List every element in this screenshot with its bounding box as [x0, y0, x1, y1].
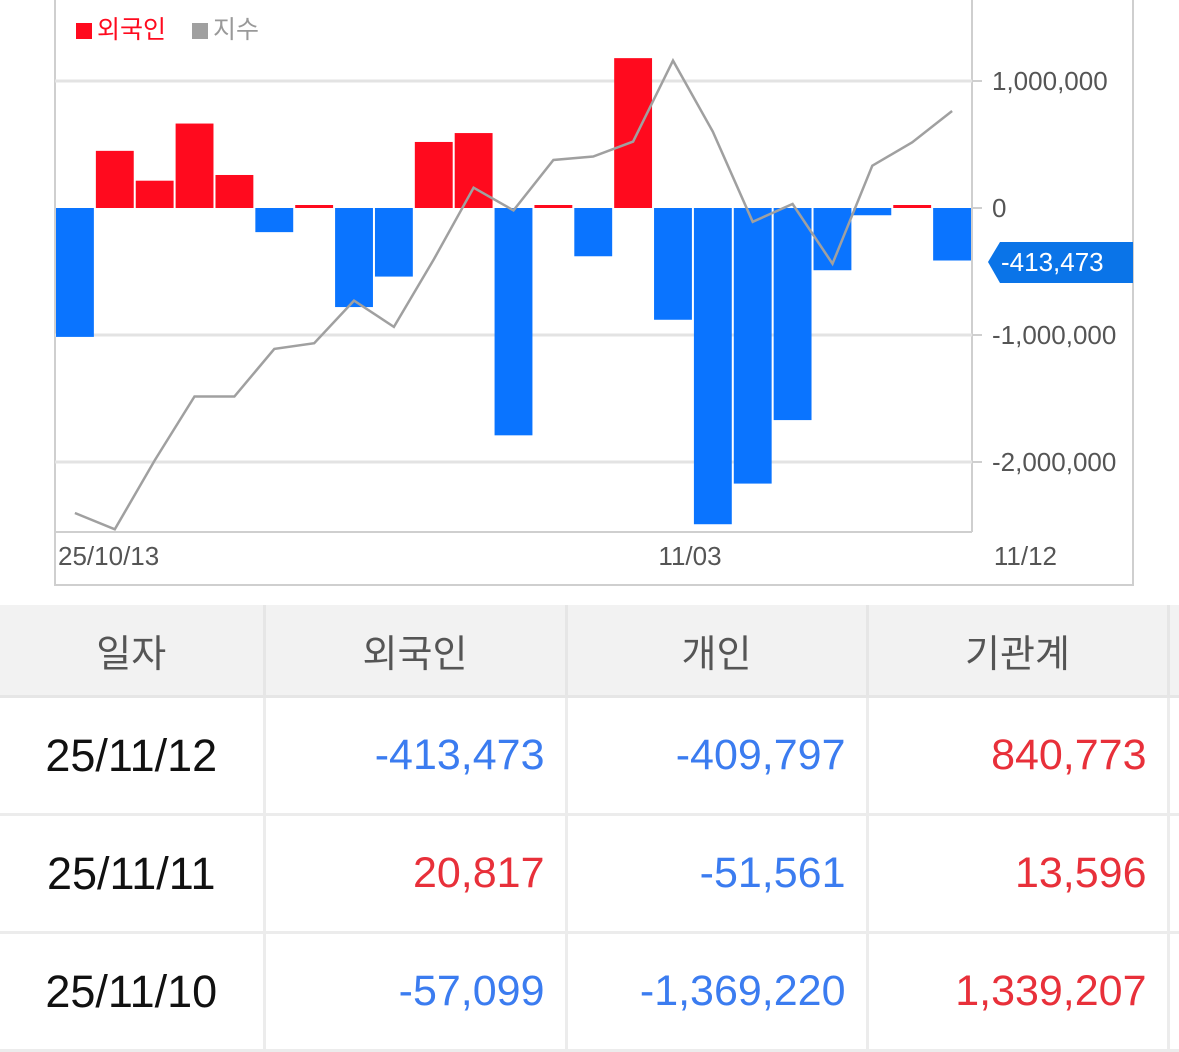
row-date: 25/11/12: [0, 696, 266, 816]
row-date: 25/11/11: [0, 814, 266, 934]
row-individual: -409,797: [566, 696, 869, 816]
foreign-bar: [733, 208, 772, 484]
row-institution: 1,339,207: [867, 932, 1170, 1052]
row-institution: 13,596: [867, 814, 1170, 934]
table-row[interactable]: 25/11/12 -413,473 -409,797 840,773: [0, 696, 1179, 816]
foreign-bars: [56, 58, 971, 525]
x-tick-label: 25/10/13: [58, 541, 159, 571]
foreign-bar: [853, 208, 892, 216]
chart-canvas: 1,000,000 0 -1,000,000 -2,000,000 25/10/13 1…: [54, 0, 1134, 586]
row-more: [1168, 814, 1179, 934]
foreign-bar: [215, 174, 254, 208]
row-more: [1168, 932, 1179, 1052]
table-row[interactable]: 25/11/11 20,817 -51,561 13,596: [0, 814, 1179, 934]
foreign-bar: [335, 208, 373, 308]
x-axis-ticks: 25/10/13 11/03 11/12: [58, 541, 1057, 571]
header-date: 일자: [0, 605, 266, 698]
row-more: [1168, 696, 1179, 816]
foreign-bar: [654, 208, 692, 320]
foreign-bar: [693, 208, 732, 525]
table-row[interactable]: 25/11/10 -57,099 -1,369,220 1,339,207: [0, 932, 1179, 1052]
foreign-bar: [454, 133, 493, 208]
row-foreign: -57,099: [264, 932, 568, 1052]
investor-chart: 1,000,000 0 -1,000,000 -2,000,000 25/10/13 1…: [54, 0, 1134, 586]
row-foreign: -413,473: [264, 696, 568, 816]
foreign-bar: [574, 208, 613, 257]
row-institution: 840,773: [867, 696, 1170, 816]
foreign-bar: [893, 205, 932, 208]
table-header-row: 일자 외국인 개인 기관계: [0, 605, 1179, 698]
row-individual: -51,561: [566, 814, 869, 934]
legend-index-label: 지수: [213, 15, 259, 44]
header-individual: 개인: [566, 605, 869, 698]
x-tick-label: 11/03: [658, 541, 721, 571]
header-institution: 기관계: [867, 605, 1170, 698]
legend-foreign-swatch: [76, 23, 92, 39]
row-foreign: 20,817: [264, 814, 568, 934]
foreign-bar: [95, 150, 134, 208]
header-more: [1168, 605, 1179, 698]
y-tick-label: 1,000,000: [992, 66, 1108, 96]
foreign-bar: [175, 123, 214, 208]
foreign-bar: [135, 180, 174, 208]
x-tick-label: 11/12: [994, 541, 1057, 571]
foreign-bar: [933, 208, 971, 261]
y-tick-label: -1,000,000: [992, 320, 1116, 350]
foreign-bar: [773, 208, 812, 421]
foreign-bar: [414, 141, 453, 208]
foreign-bar: [374, 208, 413, 277]
chart-legend: 외국인 지수: [76, 15, 259, 44]
legend-index-swatch: [192, 23, 208, 39]
last-value-label: -413,473: [1001, 247, 1104, 277]
foreign-bar: [534, 205, 573, 208]
chart-frame: [54, 0, 1134, 586]
y-tick-label: 0: [992, 193, 1006, 223]
index-line: [74, 57, 953, 531]
foreign-bar: [614, 58, 653, 208]
investor-table: 일자 외국인 개인 기관계 25/11/12 -413,473 -409,797…: [0, 605, 1179, 1052]
foreign-bar: [494, 208, 533, 436]
header-foreign: 외국인: [264, 605, 568, 698]
row-individual: -1,369,220: [566, 932, 869, 1052]
row-date: 25/11/10: [0, 932, 266, 1052]
y-axis-ticks: 1,000,000 0 -1,000,000 -2,000,000: [972, 66, 1116, 477]
y-tick-label: -2,000,000: [992, 447, 1116, 477]
foreign-bar: [56, 208, 94, 337]
legend-foreign-label: 외국인: [97, 15, 166, 44]
foreign-bar: [295, 205, 334, 208]
foreign-bar: [255, 208, 294, 233]
last-value-marker: -413,473: [988, 242, 1133, 283]
foreign-bar: [813, 208, 852, 271]
